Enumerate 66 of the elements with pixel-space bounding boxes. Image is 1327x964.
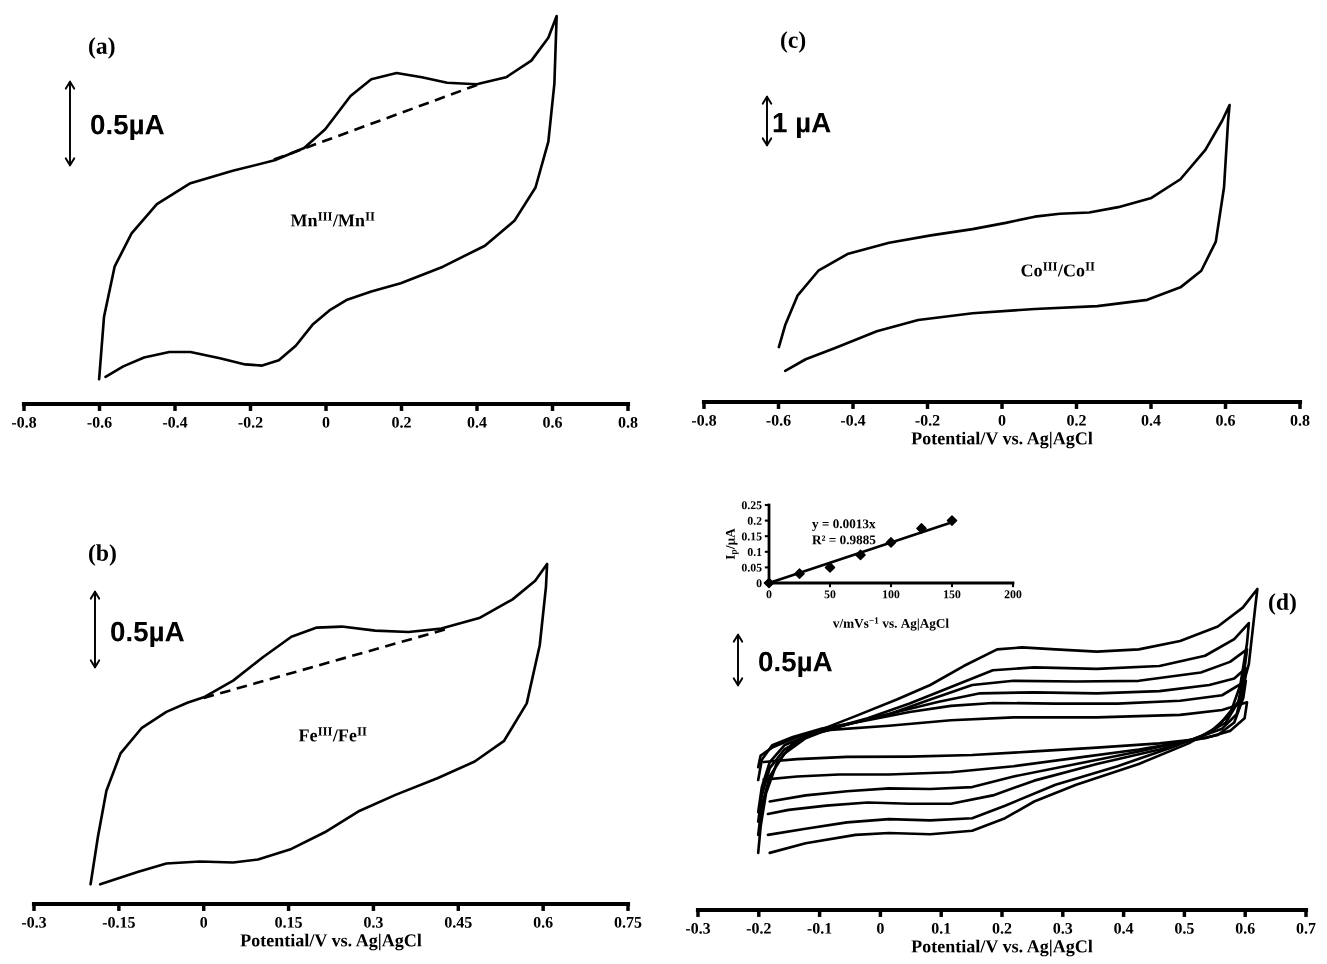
x-tick-label: 0.75 [614,916,642,928]
x-tick-label: 0.6 [533,916,553,928]
x-tick-label: -0.6 [87,416,112,428]
x-tick-label: 0.8 [618,416,638,428]
y-tick-label: 0.1 [747,548,762,557]
chart-title: (b) [89,544,116,566]
x-tick-label: 0.4 [467,416,487,428]
x-tick-label: -0.2 [746,922,771,934]
x-tick-label: 0.45 [444,916,472,928]
x-axis-title: Potential/V vs. Ag|AgCl [911,939,1093,957]
x-tick-label: -0.8 [11,416,37,428]
y-tick-label: 0 [756,579,762,588]
annotation: R² = 0.9885 [812,535,876,545]
x-tick-label: -0.4 [162,416,188,428]
x-tick-label: 100 [883,590,900,599]
x-tick-label: -0.8 [691,414,717,426]
x-tick-label: 50 [824,590,836,599]
x-tick-label: 0.3 [364,916,383,928]
x-tick-label: 0.4 [1114,922,1134,934]
x-tick-label: 0.2 [1067,414,1086,426]
x-tick-label: 0 [200,916,208,928]
x-tick-label: -0.3 [21,916,47,928]
x-tick-label: 0.7 [1296,922,1316,934]
x-tick-label: 0.6 [543,416,563,428]
x-tick-label: -0.4 [840,414,866,426]
annotation: 0.5µA [91,114,164,140]
x-tick-label: 0 [877,922,884,934]
annotation: y = 0.0013x [812,519,876,531]
x-tick-label: 0.5 [1175,922,1194,934]
x-tick-label: 0.2 [392,416,411,428]
x-tick-label: -0.1 [807,922,832,934]
chart-title: (d) [1269,593,1296,615]
x-tick-label: 0.3 [1053,922,1073,934]
x-tick-label: -0.6 [766,414,791,426]
chart-title: (c) [781,31,806,53]
x-tick-label: 200 [1004,590,1022,599]
annotation: Co$^{III}$/Co$^{II}$ [1021,262,1095,277]
text: (a) [89,37,115,59]
x-tick-label: 0.15 [275,916,302,928]
y-tick-label: 0.15 [741,532,762,541]
annotation: 0.5µA [111,621,184,647]
x-tick-label: 0.6 [1235,922,1255,934]
x-tick-label: -0.15 [102,916,135,928]
y-tick-label: 0.2 [747,516,762,525]
annotation: Fe$^{III}$/Fe$^{II}$ [298,727,367,742]
annotation: 0.5µA [759,651,832,677]
x-tick-label: 0 [766,590,772,599]
annotation: 1 µA [773,113,831,138]
y-tick-label: 0.05 [741,563,762,572]
x-axis-title: v/mVs$^{−1}$ vs. Ag|AgCl [832,617,949,631]
x-tick-label: 0.8 [1290,414,1310,426]
x-axis-title: Potential/V vs. Ag|AgCl [911,431,1093,449]
annotation: Mn$^{III}$/Mn$^{II}$ [290,212,375,227]
x-tick-label: 0 [322,416,330,428]
x-tick-label: 150 [944,590,961,599]
y-tick-label: 0.25 [741,501,762,510]
x-axis-title: Potential/V vs. Ag|AgCl [240,933,422,951]
x-tick-label: 0.6 [1216,414,1236,426]
x-tick-label: 0.1 [931,922,951,934]
x-tick-label: 0 [998,414,1006,426]
x-tick-label: -0.2 [915,414,940,426]
y-axis-title: I$_{p}$/µA [725,528,739,560]
x-tick-label: 0.4 [1141,414,1161,426]
x-tick-label: 0.2 [992,922,1012,934]
x-tick-label: -0.3 [685,922,711,934]
x-tick-label: -0.2 [238,416,263,428]
